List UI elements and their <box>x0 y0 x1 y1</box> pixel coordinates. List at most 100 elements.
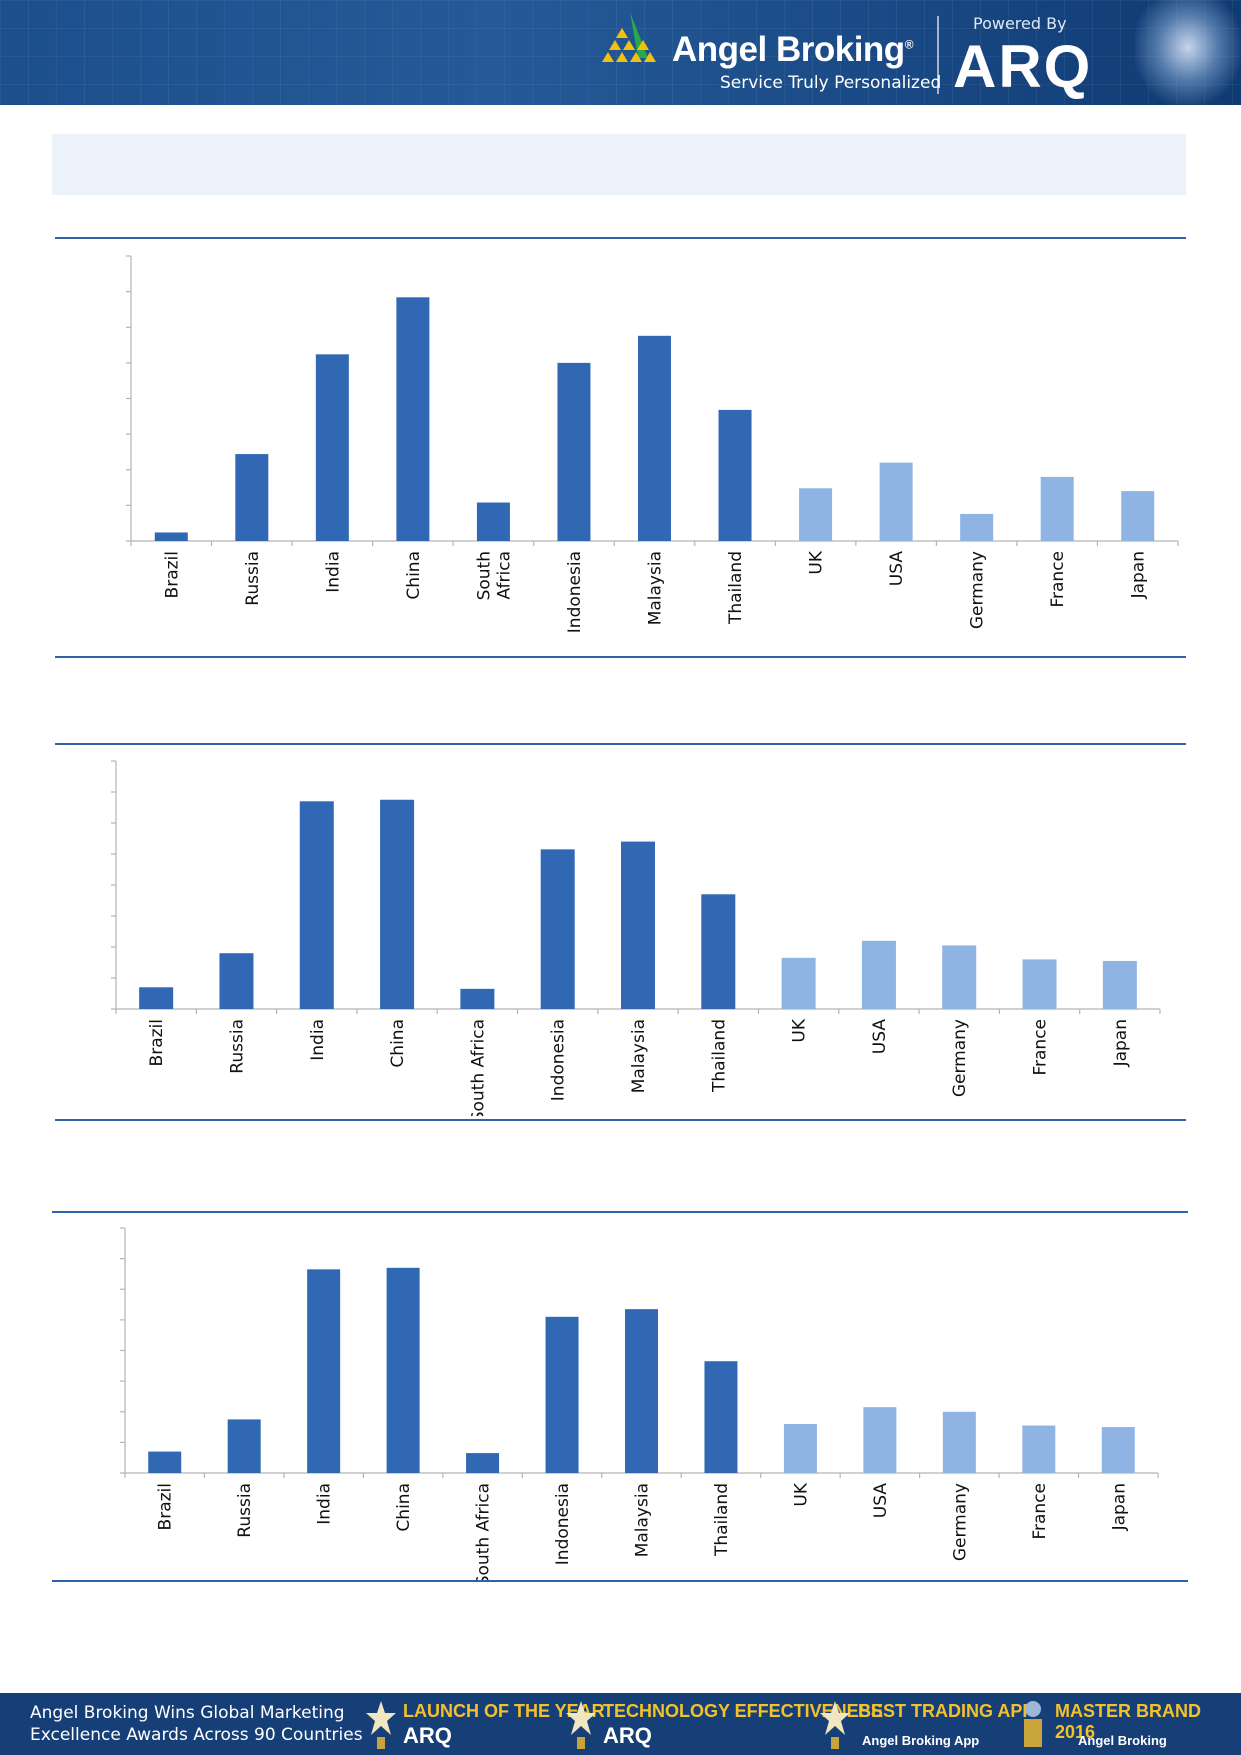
bar-france <box>1022 959 1057 1009</box>
x-tick-label-text: Indonesia <box>565 551 585 633</box>
award-4-title: MASTER BRAND 2016 <box>1055 1701 1201 1742</box>
x-tick-label-text: France <box>1031 1019 1051 1076</box>
trophy-icon <box>820 1701 850 1749</box>
x-tick-label: Russia <box>243 551 263 606</box>
x-tick-label-text: Indonesia <box>549 1019 569 1101</box>
x-tick-label: UK <box>790 1018 810 1042</box>
x-tick-label: South Africa <box>474 1483 494 1580</box>
x-tick-label: India <box>308 1019 328 1061</box>
footer-line-1: Angel Broking Wins Global Marketing <box>30 1703 345 1723</box>
x-tick-label-text: France <box>1030 1483 1050 1540</box>
x-tick-label-text: Brazil <box>156 1483 176 1530</box>
chart3-bottom-rule <box>52 1580 1188 1582</box>
x-tick-label: Thailand <box>709 1019 729 1093</box>
bar-france <box>1022 1425 1056 1473</box>
arq-logo: ARQ <box>953 33 1093 100</box>
chart2-bottom-rule <box>55 1119 1186 1121</box>
header-banner: Angel Broking® Service Truly Personalize… <box>0 0 1241 105</box>
bar-china <box>386 1267 420 1473</box>
x-tick-label: Indonesia <box>565 551 585 633</box>
x-tick-label: Brazil <box>156 1483 176 1530</box>
trophy-icon <box>366 1701 396 1749</box>
bar-usa <box>861 940 896 1009</box>
chart1-bar-chart: Brazil Russia India China SouthAfrica Indones… <box>126 255 1179 633</box>
bar-thailand <box>701 894 736 1009</box>
x-tick-label: Malaysia <box>633 1483 653 1557</box>
x-tick-label-text: Germany <box>950 1019 970 1097</box>
bar-germany <box>942 945 977 1009</box>
x-tick-label-text: Malaysia <box>629 1019 649 1093</box>
header-divider <box>937 16 939 94</box>
bar-china <box>396 297 430 541</box>
x-tick-label: Brazil <box>162 551 182 598</box>
bar-south-africa <box>460 988 495 1009</box>
x-tick-label: UK <box>807 550 827 574</box>
title-placeholder-box <box>52 134 1186 195</box>
bar-france <box>1040 476 1074 541</box>
x-tick-label: China <box>388 1019 408 1068</box>
x-tick-label-text: Russia <box>243 551 263 606</box>
brand-name: Angel Broking® <box>672 30 914 69</box>
bar-thailand <box>718 409 752 541</box>
x-tick-label-text: SouthAfrica <box>474 551 514 600</box>
award-2-title: TECHNOLOGY EFFECTIVENESS <box>603 1701 883 1721</box>
footer-banner: Angel Broking Wins Global Marketing Exce… <box>0 1693 1241 1755</box>
x-tick-label-text: Germany <box>950 1483 970 1561</box>
x-tick-label-text: Brazil <box>147 1019 167 1066</box>
x-tick-label-text: India <box>308 1019 328 1061</box>
award-1-title: LAUNCH OF THE YEAR <box>403 1701 605 1721</box>
brand-tagline: Service Truly Personalized <box>720 73 942 93</box>
x-tick-label-text: Brazil <box>162 551 182 598</box>
x-tick-label-text: Russia <box>235 1483 255 1538</box>
footer-line-2: Excellence Awards Across 90 Countries <box>30 1725 363 1745</box>
x-tick-label-text: Thailand <box>726 551 746 625</box>
x-tick-label: France <box>1048 551 1068 608</box>
x-tick-label-text: Thailand <box>712 1483 732 1557</box>
bar-china <box>380 799 415 1009</box>
header-background-pattern <box>0 0 1241 105</box>
x-tick-label: SouthAfrica <box>474 551 514 600</box>
bar-germany <box>942 1411 976 1473</box>
bar-malaysia <box>621 841 655 1009</box>
bar-japan <box>1121 491 1155 541</box>
x-tick-label-text: China <box>404 551 424 600</box>
x-tick-label-text: France <box>1048 551 1068 608</box>
x-tick-label: France <box>1031 1019 1051 1076</box>
x-tick-label-text: Indonesia <box>553 1483 573 1565</box>
x-tick-label: Japan <box>1111 1019 1131 1067</box>
bar-thailand <box>704 1361 738 1473</box>
chart1-top-rule <box>55 237 1186 239</box>
x-tick-label-text: China <box>394 1483 414 1532</box>
bar-uk <box>781 957 816 1009</box>
x-tick-label: Thailand <box>726 551 746 625</box>
bar-japan <box>1102 960 1137 1009</box>
x-tick-label-text: India <box>323 551 343 593</box>
robot-head-icon <box>1135 0 1241 105</box>
bar-usa <box>863 1407 897 1473</box>
bar-india <box>299 801 334 1009</box>
bar-south-africa <box>466 1453 500 1473</box>
award-3-subtitle: Angel Broking App <box>862 1733 980 1748</box>
chart1-bottom-rule <box>55 656 1186 658</box>
bar-russia <box>219 953 254 1009</box>
x-tick-label: Germany <box>950 1019 970 1097</box>
angel-logo-icon <box>602 12 656 62</box>
x-tick-label-text: Japan <box>1129 551 1149 599</box>
chart3-bar-chart: Brazil Russia India China South Africa Indone… <box>120 1227 1159 1580</box>
award-4-subtitle: Angel Broking <box>1078 1733 1167 1748</box>
x-tick-label-text: USA <box>887 551 907 587</box>
x-tick-label: Russia <box>227 1019 247 1074</box>
award-2-subtitle: ARQ <box>603 1723 652 1748</box>
x-tick-label-line: South <box>474 551 494 600</box>
x-tick-label: Germany <box>968 551 988 629</box>
x-tick-label-text: South Africa <box>468 1019 488 1116</box>
x-tick-label-text: South Africa <box>474 1483 494 1580</box>
x-tick-label: Germany <box>950 1483 970 1561</box>
x-tick-label: Japan <box>1129 551 1149 599</box>
bar-india <box>315 354 349 541</box>
trophy-icon <box>1024 1701 1042 1747</box>
bar-india <box>307 1269 341 1473</box>
x-tick-label: Thailand <box>712 1483 732 1557</box>
bar-south-africa <box>476 502 510 541</box>
x-tick-label-text: Japan <box>1111 1019 1131 1067</box>
